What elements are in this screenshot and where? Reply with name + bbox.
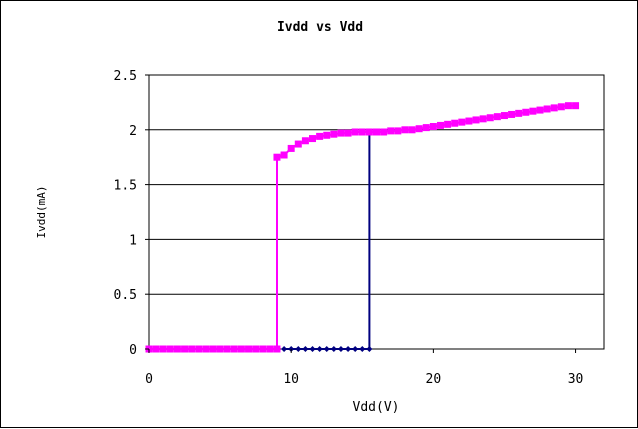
data-point xyxy=(436,121,444,129)
data-point xyxy=(245,345,253,353)
data-point xyxy=(337,129,345,137)
x-axis-label: Vdd(V) xyxy=(353,400,400,415)
data-point xyxy=(281,346,288,352)
data-point xyxy=(195,345,203,353)
data-point xyxy=(273,345,281,353)
data-point xyxy=(365,128,373,136)
series-layer xyxy=(145,102,580,353)
data-point xyxy=(287,144,295,152)
data-point xyxy=(252,345,260,353)
data-point xyxy=(429,123,437,131)
data-point xyxy=(543,105,551,113)
data-point xyxy=(472,116,480,124)
data-point xyxy=(152,345,160,353)
y-tick-label: 2 xyxy=(129,124,137,139)
y-tick-label: 2.5 xyxy=(114,69,137,84)
data-point xyxy=(309,346,316,352)
data-point xyxy=(316,132,324,140)
data-point xyxy=(216,345,224,353)
data-point xyxy=(515,109,523,117)
data-point xyxy=(529,107,537,115)
data-point xyxy=(359,346,366,352)
x-tick-label: 10 xyxy=(283,372,299,387)
data-point xyxy=(181,345,189,353)
data-point xyxy=(344,129,352,137)
data-point xyxy=(522,108,530,116)
data-point xyxy=(230,345,238,353)
data-point xyxy=(188,345,196,353)
plot-area xyxy=(148,74,605,350)
data-point xyxy=(380,128,388,136)
data-point xyxy=(572,102,580,110)
x-tick-label: 30 xyxy=(568,372,584,387)
data-point xyxy=(266,345,274,353)
data-point xyxy=(500,112,508,120)
x-tick-labels: 0 10 20 30 xyxy=(145,349,583,387)
data-point xyxy=(323,131,331,139)
data-point xyxy=(465,117,473,125)
data-point xyxy=(345,346,352,352)
data-point xyxy=(479,115,487,123)
data-point xyxy=(294,140,302,148)
x-tick-label: 20 xyxy=(426,372,442,387)
data-point xyxy=(301,137,309,145)
data-point xyxy=(273,153,281,161)
data-point xyxy=(309,135,317,143)
data-point xyxy=(564,102,572,110)
data-point xyxy=(202,345,210,353)
y-tick-labels: 0 0.5 1 1.5 2 2.5 xyxy=(114,69,149,358)
data-point xyxy=(173,345,181,353)
data-point xyxy=(373,128,380,136)
data-point xyxy=(159,345,167,353)
data-point xyxy=(280,151,288,159)
data-point xyxy=(302,346,309,352)
data-point xyxy=(387,127,395,135)
data-point xyxy=(223,345,231,353)
y-axis-label: Ivdd(mA) xyxy=(35,186,48,239)
data-point xyxy=(358,128,366,136)
data-point xyxy=(166,345,174,353)
data-point xyxy=(330,346,337,352)
data-point xyxy=(316,346,323,352)
data-point xyxy=(352,346,359,352)
data-point xyxy=(237,345,245,353)
data-point xyxy=(415,125,423,133)
data-point xyxy=(330,130,338,138)
y-tick-label: 1.5 xyxy=(114,179,137,194)
y-tick-label: 0 xyxy=(129,343,137,358)
data-point xyxy=(550,104,558,112)
data-point xyxy=(259,345,267,353)
x-tick-label: 0 xyxy=(145,372,153,387)
data-point xyxy=(451,119,459,127)
data-point xyxy=(295,346,302,352)
data-point xyxy=(493,113,501,121)
data-point xyxy=(209,345,217,353)
data-point xyxy=(351,128,359,136)
data-point xyxy=(422,124,430,132)
chart-title: Ivdd vs Vdd xyxy=(277,20,363,35)
data-point xyxy=(508,110,516,118)
data-point xyxy=(323,346,330,352)
y-tick-label: 0.5 xyxy=(114,288,137,303)
data-point xyxy=(458,118,466,126)
data-point xyxy=(486,114,494,122)
data-point xyxy=(408,126,416,134)
data-point xyxy=(366,346,373,352)
y-tick-label: 1 xyxy=(129,233,137,248)
data-point xyxy=(536,106,544,114)
data-point xyxy=(337,346,344,352)
data-point xyxy=(557,103,565,111)
data-point xyxy=(401,126,409,134)
data-point xyxy=(444,120,452,128)
data-point xyxy=(394,127,402,135)
